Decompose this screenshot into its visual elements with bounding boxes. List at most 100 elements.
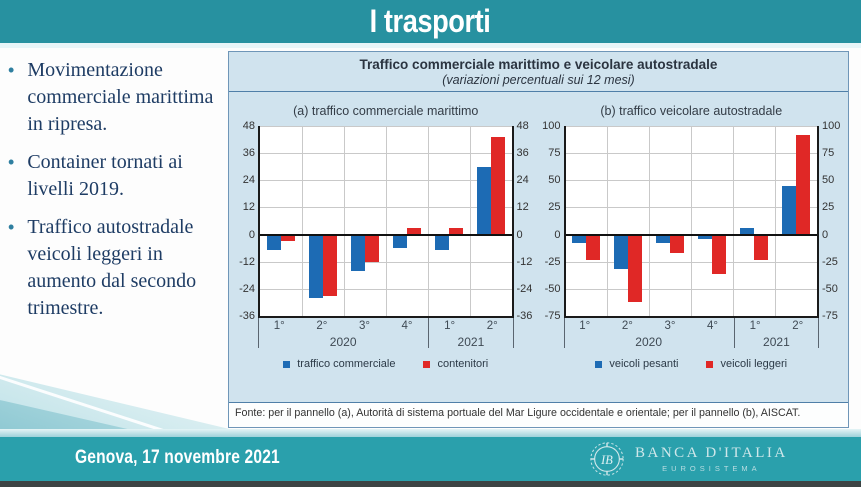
logo-eurosystem-label: EUROSISTEMA	[662, 464, 761, 473]
year-label: 2021	[457, 335, 485, 349]
bullet-text: Traffico autostradale veicoli leggeri in…	[27, 216, 197, 319]
legend-swatch-icon	[706, 360, 714, 368]
x-tick-label: 1°	[579, 320, 591, 332]
figure-title-block: Traffico commerciale marittimo e veicola…	[229, 52, 848, 92]
legend-item: traffico commerciale	[283, 358, 395, 370]
y-tick-label: 0	[554, 228, 561, 241]
bar-veicoli-pesanti	[698, 234, 713, 239]
bullet-item: • Movimentazione commerciale marittima in…	[6, 57, 224, 138]
legend-swatch-icon	[283, 360, 291, 368]
y-tick-label: -36	[516, 310, 533, 322]
y-tick-label: 12	[242, 201, 255, 214]
bullet-dot-icon: •	[8, 60, 15, 80]
y-tick-label: -12	[516, 255, 533, 268]
zero-line	[260, 233, 512, 236]
bar-traffico-commerciale	[308, 234, 323, 298]
plot-area	[258, 126, 514, 318]
y-tick-label: 75	[548, 147, 561, 160]
chart-legend: veicoli pesanti veicoli leggeri	[539, 358, 845, 370]
legend-swatch-icon	[595, 360, 603, 368]
bar-veicoli-pesanti	[656, 234, 671, 244]
legend-item: veicoli pesanti	[595, 358, 678, 370]
x-tick-label: 2°	[792, 320, 804, 332]
y-tick-label: 48	[516, 120, 529, 132]
bar-veicoli-leggeri	[754, 234, 769, 260]
y-tick-label: -25	[544, 255, 561, 268]
bar-veicoli-leggeri	[796, 134, 811, 235]
bullet-dot-icon: •	[8, 217, 15, 237]
bullet-item: • Container tornati ai livelli 2019.	[6, 149, 224, 203]
y-tick-label: 25	[548, 201, 561, 214]
bullet-list: • Movimentazione commerciale marittima in…	[6, 57, 224, 333]
y-tick-label: -24	[239, 282, 255, 295]
y-tick-label: -75	[544, 310, 561, 322]
bar-veicoli-leggeri	[628, 234, 643, 302]
bullet-text: Movimentazione commerciale marittima in …	[27, 59, 214, 135]
page-title: I trasporti	[370, 3, 491, 39]
x-axis: 1° 2° 3° 4° 1° 2° 2020 2021	[258, 318, 514, 350]
bar-traffico-commerciale	[266, 234, 281, 251]
y-tick-label: 24	[516, 174, 529, 187]
figure-panel: Traffico commerciale marittimo e veicola…	[228, 51, 849, 428]
figure-source-note: Fonte: per il pannello (a), Autorità di …	[229, 402, 848, 427]
y-tick-label: -12	[239, 255, 255, 268]
banca-ditalia-logo: IB BANCA D'ITALIA EUROSISTEMA	[588, 440, 788, 478]
bullet-text: Container tornati ai livelli 2019.	[27, 151, 183, 200]
y-tick-label: 24	[242, 174, 255, 187]
chart-panel-title: (b) traffico veicolare autostradale	[600, 104, 783, 118]
chart-legend: traffico commerciale contenitori	[233, 358, 539, 370]
y-tick-label: -75	[822, 310, 838, 322]
x-tick-label: 3°	[664, 320, 676, 332]
y-axis-left: 48 36 24 12 0 -12 -24 -36	[233, 120, 258, 322]
x-tick-label: 4°	[401, 320, 413, 332]
x-axis: 1° 2° 3° 4° 1° 2° 2020 2021	[563, 318, 819, 350]
venue-date-text: Genova, 17 novembre 2021	[75, 447, 280, 468]
legend-label: veicoli pesanti	[609, 358, 679, 370]
legend-label: contenitori	[437, 358, 489, 370]
bar-contenitori	[322, 234, 337, 296]
footer-stripe	[0, 429, 861, 437]
bar-veicoli-leggeri	[670, 234, 685, 254]
y-tick-label: 100	[822, 120, 841, 132]
footer-bar: Genova, 17 novembre 2021 IB BANCA D'ITAL…	[0, 437, 861, 481]
bullet-dot-icon: •	[8, 152, 15, 172]
bar-contenitori	[448, 227, 463, 235]
y-tick-label: 0	[248, 228, 255, 241]
x-tick-label: 1°	[749, 320, 761, 332]
bar-veicoli-pesanti	[740, 228, 755, 235]
bar-veicoli-pesanti	[572, 234, 587, 244]
year-label: 2021	[763, 335, 790, 349]
y-tick-label: 36	[516, 147, 529, 160]
y-tick-label: -50	[822, 282, 838, 295]
zero-line	[565, 233, 817, 236]
figure-subtitle: (variazioni percentuali sui 12 mesi)	[442, 73, 635, 87]
legend-label: veicoli leggeri	[720, 358, 788, 370]
y-tick-label: -25	[822, 255, 838, 268]
bar-veicoli-pesanti	[614, 234, 629, 270]
chart-panel-title: (a) traffico commerciale marittimo	[293, 104, 479, 118]
year-label: 2020	[635, 335, 663, 349]
y-tick-label: 75	[822, 147, 835, 160]
logo-text-block: BANCA D'ITALIA EUROSISTEMA	[635, 445, 788, 473]
bar-veicoli-pesanti	[782, 185, 797, 235]
bar-traffico-commerciale	[434, 234, 449, 251]
header-divider	[0, 43, 861, 48]
plot-area	[563, 126, 819, 318]
bar-contenitori	[280, 234, 295, 242]
y-tick-label: -50	[544, 282, 561, 295]
x-tick-label: 2°	[621, 320, 633, 332]
y-axis-right: 48 36 24 12 0 -12 -24 -36	[514, 120, 539, 322]
bullet-item: • Traffico autostradale veicoli leggeri i…	[6, 214, 224, 322]
legend-label: traffico commerciale	[297, 358, 396, 370]
legend-item: contenitori	[423, 358, 488, 370]
y-tick-label: 0	[822, 228, 829, 241]
x-tick-label: 4°	[707, 320, 719, 332]
x-tick-label: 1°	[444, 320, 456, 332]
legend-item: veicoli leggeri	[706, 358, 787, 370]
bar-traffico-commerciale	[350, 234, 365, 271]
x-tick-label: 2°	[486, 320, 498, 332]
y-tick-label: 100	[542, 120, 561, 132]
x-tick-label: 1°	[273, 320, 285, 332]
figure-title: Traffico commerciale marittimo e veicola…	[359, 57, 718, 72]
